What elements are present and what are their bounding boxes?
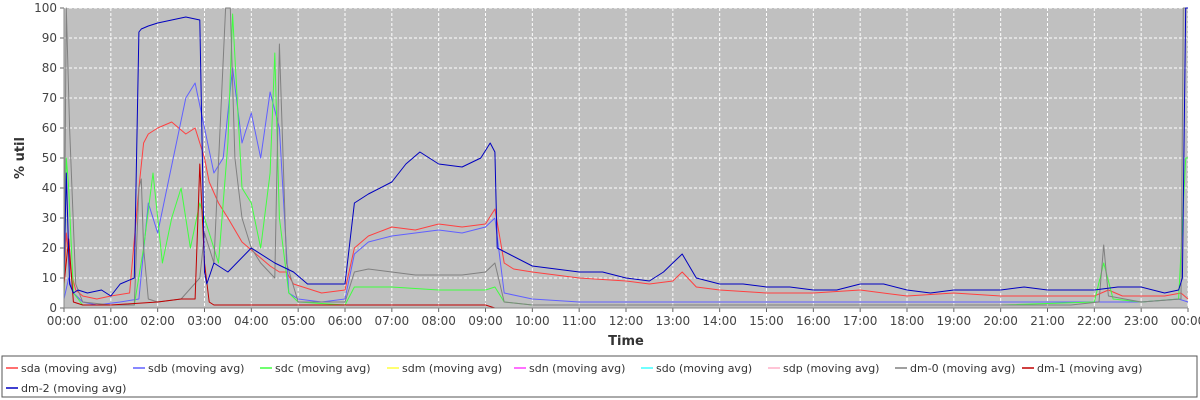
x-tick-label: 13:00 bbox=[656, 314, 691, 328]
y-tick-label: 100 bbox=[34, 1, 57, 15]
series-line bbox=[63, 7, 1188, 297]
legend-entry-label: dm-0 (moving avg) bbox=[910, 362, 1015, 375]
x-tick-label: 18:00 bbox=[890, 314, 925, 328]
grid-lines bbox=[63, 7, 1189, 309]
x-tick-label: 06:00 bbox=[328, 314, 363, 328]
y-tick-label: 60 bbox=[42, 121, 57, 135]
legend-entry-label: sdo (moving avg) bbox=[656, 362, 752, 375]
legend bbox=[1, 355, 1198, 398]
y-tick-label: 40 bbox=[42, 181, 57, 195]
x-tick-label: 10:00 bbox=[515, 314, 550, 328]
y-tick-label: 20 bbox=[42, 241, 57, 255]
y-axis-label: % util bbox=[13, 137, 28, 179]
legend-entry-label: sdb (moving avg) bbox=[148, 362, 244, 375]
x-tick-label: 08:00 bbox=[421, 314, 456, 328]
legend-entry-label: dm-2 (moving avg) bbox=[21, 382, 126, 395]
x-tick-label: 12:00 bbox=[609, 314, 644, 328]
x-tick-label: 02:00 bbox=[140, 314, 175, 328]
x-tick-label: 23:00 bbox=[1124, 314, 1159, 328]
legend-items: sda (moving avg) sdb (moving avg) sdc (mov… bbox=[6, 362, 1142, 395]
legend-entry-label: sdm (moving avg) bbox=[402, 362, 502, 375]
x-tick-label: 14:00 bbox=[702, 314, 737, 328]
x-tick-label: 07:00 bbox=[375, 314, 410, 328]
axes: 0 10 20 30 40 50 60 70 80 90 100 00:00 01:00 02:00 03:… bbox=[34, 1, 1200, 328]
y-tick-label: 70 bbox=[42, 91, 57, 105]
x-tick-label: 03:00 bbox=[187, 314, 222, 328]
x-tick-label: 21:00 bbox=[1030, 314, 1065, 328]
series-line bbox=[63, 67, 1189, 306]
x-tick-label: 01:00 bbox=[94, 314, 129, 328]
x-tick-label: 17:00 bbox=[843, 314, 878, 328]
y-tick-label: 50 bbox=[42, 151, 57, 165]
y-tick-label: 80 bbox=[42, 61, 57, 75]
y-tick-label: 10 bbox=[42, 271, 57, 285]
x-tick-label: 04:00 bbox=[234, 314, 269, 328]
legend-entry-label: sdp (moving avg) bbox=[783, 362, 879, 375]
y-tick-label: 90 bbox=[42, 31, 57, 45]
x-axis-label: Time bbox=[608, 334, 644, 349]
series-line bbox=[63, 163, 1188, 309]
x-tick-label: 19:00 bbox=[937, 314, 972, 328]
x-tick-label: 22:00 bbox=[1077, 314, 1112, 328]
legend-entry-label: dm-1 (moving avg) bbox=[1037, 362, 1142, 375]
x-tick-label: 16:00 bbox=[796, 314, 831, 328]
x-tick-label: 15:00 bbox=[749, 314, 784, 328]
legend-entry-label: sdc (moving avg) bbox=[275, 362, 371, 375]
x-tick-label: 00:00 bbox=[47, 314, 82, 328]
x-tick-label: 00:00 bbox=[1171, 314, 1200, 328]
legend-entry-label: sdn (moving avg) bbox=[529, 362, 625, 375]
y-tick-label: 30 bbox=[42, 211, 57, 225]
series-line bbox=[63, 121, 1189, 300]
x-tick-label: 09:00 bbox=[468, 314, 503, 328]
legend-entry-label: sda (moving avg) bbox=[21, 362, 117, 375]
x-tick-label: 11:00 bbox=[562, 314, 597, 328]
y-tick-label: 0 bbox=[49, 301, 57, 315]
series-line bbox=[63, 7, 1188, 306]
x-tick-label: 05:00 bbox=[281, 314, 316, 328]
x-tick-label: 20:00 bbox=[983, 314, 1018, 328]
